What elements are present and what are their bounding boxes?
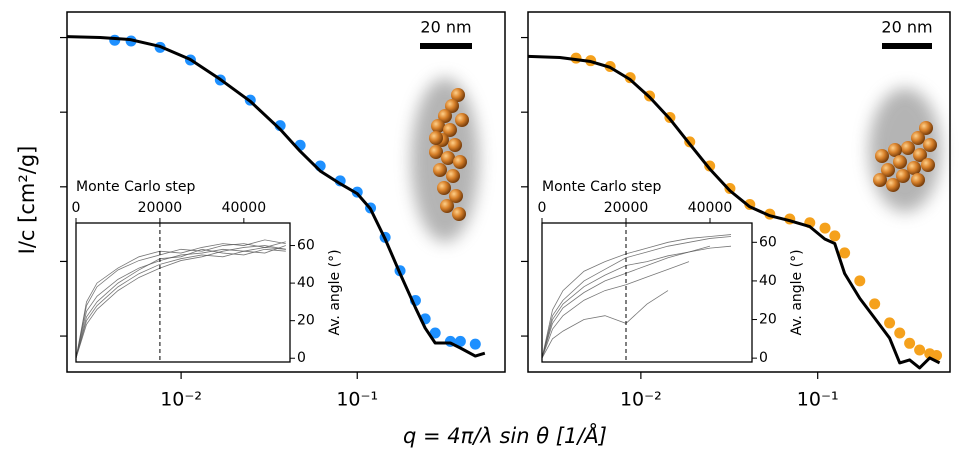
inset-x-label: Monte Carlo step — [76, 179, 195, 195]
molecule-renderings — [411, 78, 941, 242]
panel: 10⁻² 10⁻¹ 20 nm 0 20000 40000 0 20 40 60 Monte Car… — [60, 11, 506, 411]
inset-x-label: Monte Carlo step — [542, 179, 661, 195]
inset-y-tick-label: 0 — [759, 350, 768, 366]
angle-trace — [75, 248, 286, 359]
data-point — [829, 230, 841, 242]
x-tick-label: 10⁻² — [620, 389, 662, 411]
data-point — [429, 327, 441, 339]
data-point — [454, 335, 466, 347]
data-point — [819, 222, 831, 234]
angle-trace — [75, 245, 286, 359]
inset-y-tick-label: 40 — [297, 275, 315, 291]
inset-y-tick-label: 60 — [759, 234, 777, 250]
x-axis-label: q = 4π/λ sin θ [1/Å] — [403, 422, 607, 448]
inset-frame — [75, 222, 291, 363]
inset-y-tick-label: 0 — [297, 350, 306, 366]
molecule-right — [869, 88, 941, 212]
data-point — [839, 247, 851, 259]
plot-frame — [66, 11, 506, 373]
inset-x-tick-label: 0 — [72, 200, 81, 216]
x-tick-label: 10⁻¹ — [336, 389, 378, 411]
x-tick-label: 10⁻² — [160, 389, 202, 411]
fit-line — [66, 35, 486, 358]
inset-background — [542, 223, 752, 362]
inset-x-tick-label: 40000 — [222, 200, 267, 216]
inset-frame — [541, 222, 753, 363]
inset-background — [76, 223, 290, 362]
data-point — [884, 317, 896, 329]
data-point — [854, 275, 866, 287]
angle-trace — [541, 245, 711, 359]
inset-y-tick-label: 40 — [759, 273, 777, 289]
angle-trace — [541, 236, 732, 359]
inset: 0 20000 40000 0 20 40 60 Monte Carlo step Av. an… — [538, 179, 805, 366]
angle-trace — [75, 245, 286, 359]
data-point — [904, 337, 916, 349]
data-point — [914, 344, 926, 356]
inset-x-tick-label: 20000 — [138, 200, 183, 216]
fit-line — [527, 54, 941, 370]
inset-x-tick-label: 20000 — [604, 200, 649, 216]
inset-y-tick-label: 60 — [297, 238, 315, 254]
inset-x-tick-label: 0 — [538, 200, 547, 216]
inset-y-tick-label: 20 — [297, 313, 315, 329]
inset-y-tick-label: 20 — [759, 312, 777, 328]
data-point — [894, 327, 906, 339]
panel: 10⁻² 10⁻¹ 20 nm 0 20000 40000 0 20 40 60 Monte Car… — [521, 11, 951, 411]
scale-bar-label: 20 nm — [881, 18, 932, 37]
scale-bar-label: 20 nm — [420, 18, 471, 37]
data-point — [869, 298, 881, 310]
data-point — [931, 349, 943, 361]
inset-x-tick-label: 40000 — [688, 200, 733, 216]
inset-y-label: Av. angle (°) — [327, 249, 343, 335]
angle-trace — [541, 290, 669, 359]
data-point — [469, 338, 481, 350]
plot-frame — [527, 11, 951, 373]
inset-y-label: Av. angle (°) — [789, 249, 805, 335]
molecule-left — [411, 78, 479, 242]
x-tick-label: 10⁻¹ — [797, 389, 839, 411]
y-axis-label: I/c [cm²/g] — [15, 146, 39, 255]
angle-trace — [541, 261, 690, 359]
inset: 0 20000 40000 0 20 40 60 Monte Carlo step Av. an… — [72, 179, 343, 366]
angle-trace — [75, 239, 286, 359]
